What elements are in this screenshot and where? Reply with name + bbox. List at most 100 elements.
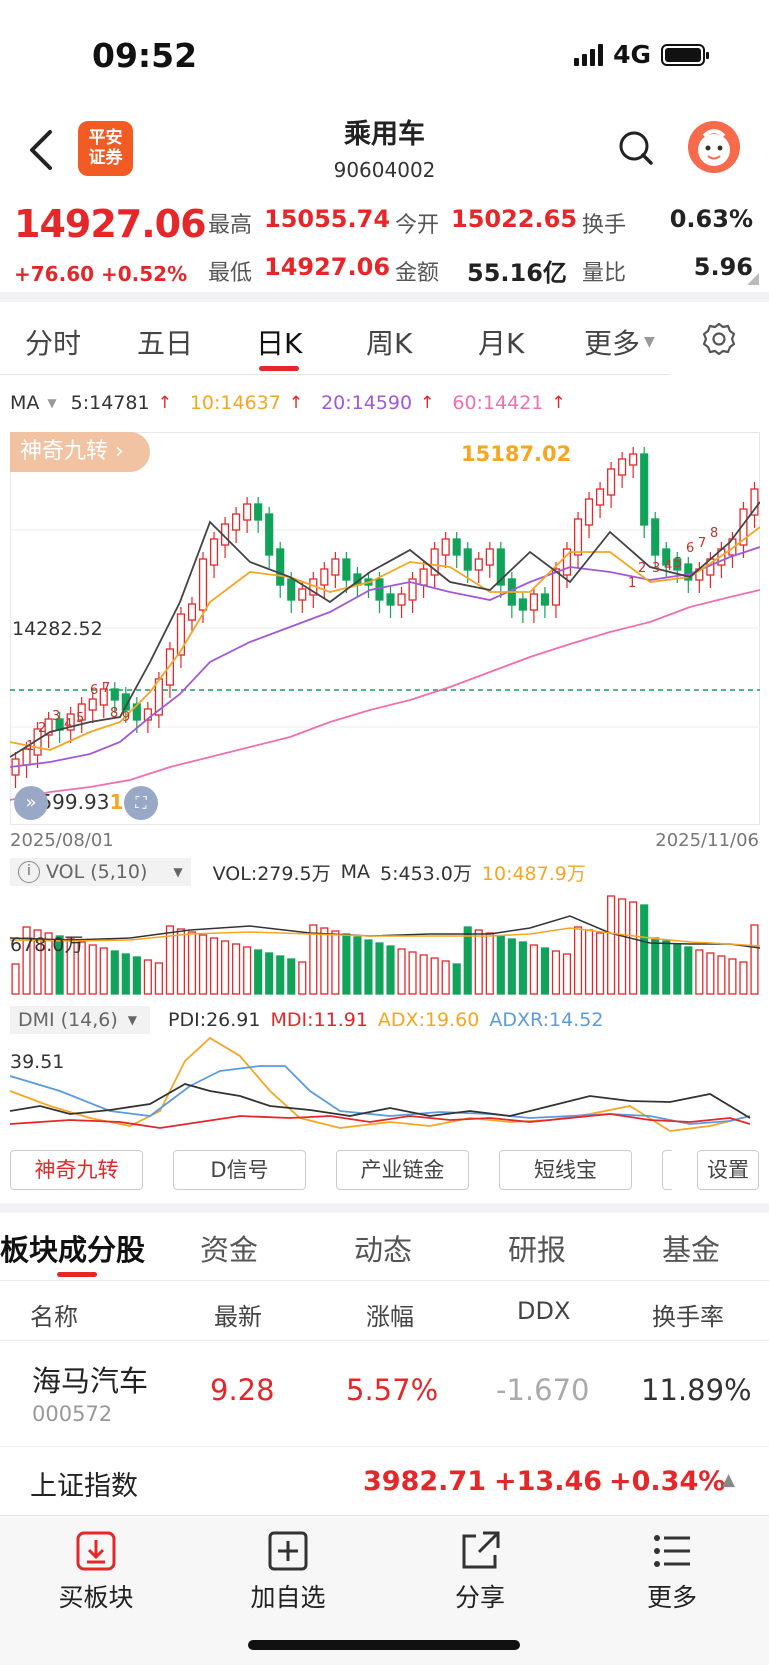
index-change: +13.46 xyxy=(494,1466,603,1497)
ma-legend[interactable]: MA ▼ 5:14781 ↑ 10:14637 ↑ 20:14590 ↑ 60:144… xyxy=(10,392,566,414)
more-indicator-button[interactable] xyxy=(662,1150,672,1190)
candle xyxy=(618,458,627,476)
tab-five-day[interactable]: 五日 xyxy=(137,327,194,360)
up-arrow-icon: ↑ xyxy=(420,393,435,413)
broker-logo-text: 平安证券 xyxy=(88,128,123,168)
tab-news[interactable]: 动态 xyxy=(354,1233,413,1267)
dmi-pdi-line xyxy=(10,1083,751,1119)
network-label: 4G xyxy=(613,40,651,69)
dmi-chart[interactable] xyxy=(10,1036,760,1142)
svg-text:5: 5 xyxy=(76,711,84,726)
col-latest[interactable]: 最新 xyxy=(214,1303,262,1331)
candle xyxy=(287,578,296,601)
tab-capital[interactable]: 资金 xyxy=(200,1233,259,1267)
fullscreen-icon[interactable]: ⛶ xyxy=(124,786,158,820)
candle xyxy=(629,453,638,466)
volume-bar xyxy=(419,954,428,995)
volume-bar xyxy=(562,953,572,995)
volume-ma10: 10:487.9万 xyxy=(481,862,586,885)
volume-bar xyxy=(706,952,715,995)
tab-daily-k[interactable]: 日K xyxy=(256,327,303,360)
volume-bar xyxy=(463,926,472,995)
assistant-avatar-icon[interactable] xyxy=(688,121,740,173)
volume-bar xyxy=(243,946,252,995)
nine-turn-button[interactable]: 神奇九转 xyxy=(10,1150,143,1190)
col-turnover[interactable]: 换手率 xyxy=(652,1303,724,1331)
volume-bar xyxy=(507,938,516,995)
amount-value: 55.16亿 xyxy=(467,259,567,287)
tab-weekly-k[interactable]: 周K xyxy=(366,327,413,360)
volume-chart[interactable] xyxy=(10,888,760,996)
chevron-right-icon: › xyxy=(115,439,124,464)
volume-bar xyxy=(750,924,759,995)
tab-intraday[interactable]: 分时 xyxy=(25,327,82,360)
tab-monthly-k[interactable]: 月K xyxy=(478,327,525,360)
volume-bar xyxy=(331,930,340,995)
caret-down-icon: ▼ xyxy=(173,865,183,879)
candle xyxy=(463,548,472,571)
nav-add-watchlist-label: 加自选 xyxy=(250,1583,326,1612)
nine-turn-badge[interactable]: 神奇九转 › xyxy=(10,432,150,472)
volume-bar xyxy=(584,929,594,995)
short-term-button[interactable]: 短线宝 xyxy=(499,1150,632,1190)
ma10-line xyxy=(10,526,760,751)
up-arrow-icon: ↑ xyxy=(551,393,566,413)
col-ddx[interactable]: DDX xyxy=(517,1297,571,1325)
index-ticker-bar[interactable] xyxy=(0,1446,769,1514)
index-pct: +0.34% xyxy=(609,1466,726,1497)
volume-bar xyxy=(287,958,296,995)
volume-bar xyxy=(474,929,483,995)
tab-funds[interactable]: 基金 xyxy=(662,1233,721,1267)
ma20-value: 20:14590 xyxy=(321,392,413,414)
nav-more-label: 更多 xyxy=(646,1583,697,1612)
active-tab-indicator xyxy=(259,366,299,371)
volume-bar xyxy=(496,935,505,995)
section-separator xyxy=(0,1203,769,1213)
svg-text:2: 2 xyxy=(38,721,46,736)
volume-bar xyxy=(540,947,549,995)
nav-share[interactable]: 分享 xyxy=(415,1530,545,1614)
d-signal-button[interactable]: D信号 xyxy=(173,1150,306,1190)
dmi-mdi-line xyxy=(10,1113,751,1129)
page-title: 乘用车 xyxy=(344,119,425,150)
volume-bar xyxy=(397,948,406,995)
nav-buy-sector[interactable]: 买板块 xyxy=(31,1530,161,1614)
volume-bar xyxy=(165,925,174,995)
volume-bar xyxy=(187,931,197,995)
volume-bar xyxy=(739,961,748,995)
col-name[interactable]: 名称 xyxy=(30,1303,78,1331)
tab-research[interactable]: 研报 xyxy=(508,1233,567,1267)
volume-ma5: 5:453.0万 xyxy=(380,862,472,885)
tabs-divider xyxy=(0,1280,769,1281)
candle xyxy=(496,548,505,586)
nav-add-watchlist[interactable]: 加自选 xyxy=(223,1530,353,1614)
low-value: 14927.06 xyxy=(264,253,391,281)
ma-caret-icon: ▼ xyxy=(47,396,57,410)
expand-corner-icon[interactable] xyxy=(747,273,759,285)
volume-selector[interactable]: i VOL (5,10) ▼ xyxy=(10,858,191,886)
search-icon[interactable] xyxy=(618,130,654,166)
sector-code: 90604002 xyxy=(333,158,436,182)
industry-chain-button[interactable]: 产业链金 xyxy=(336,1150,469,1190)
candle xyxy=(673,558,682,571)
gear-icon[interactable] xyxy=(702,322,736,356)
nav-more[interactable]: 更多 xyxy=(607,1530,737,1614)
tab-more[interactable]: 更多 ▼ xyxy=(584,322,655,362)
svg-text:3: 3 xyxy=(652,561,660,576)
volume-bar xyxy=(44,932,53,995)
candle xyxy=(662,548,671,566)
volume-bar xyxy=(265,952,274,995)
back-arrow-icon[interactable] xyxy=(26,128,56,172)
volume-bar xyxy=(11,963,20,995)
tab-constituents[interactable]: 板块成分股 xyxy=(0,1233,146,1267)
col-change[interactable]: 涨幅 xyxy=(366,1303,414,1331)
indicator-settings-button[interactable]: 设置 xyxy=(697,1150,759,1190)
volume-bar xyxy=(551,950,561,995)
caret-up-icon[interactable]: ▲ xyxy=(722,1470,736,1490)
expand-left-icon[interactable]: » xyxy=(14,786,48,820)
dmi-selector[interactable]: DMI (14,6) ▼ xyxy=(10,1006,150,1034)
dmi-adxr-line xyxy=(10,1065,751,1125)
svg-text:7: 7 xyxy=(698,536,706,551)
ma20-line xyxy=(10,546,760,768)
